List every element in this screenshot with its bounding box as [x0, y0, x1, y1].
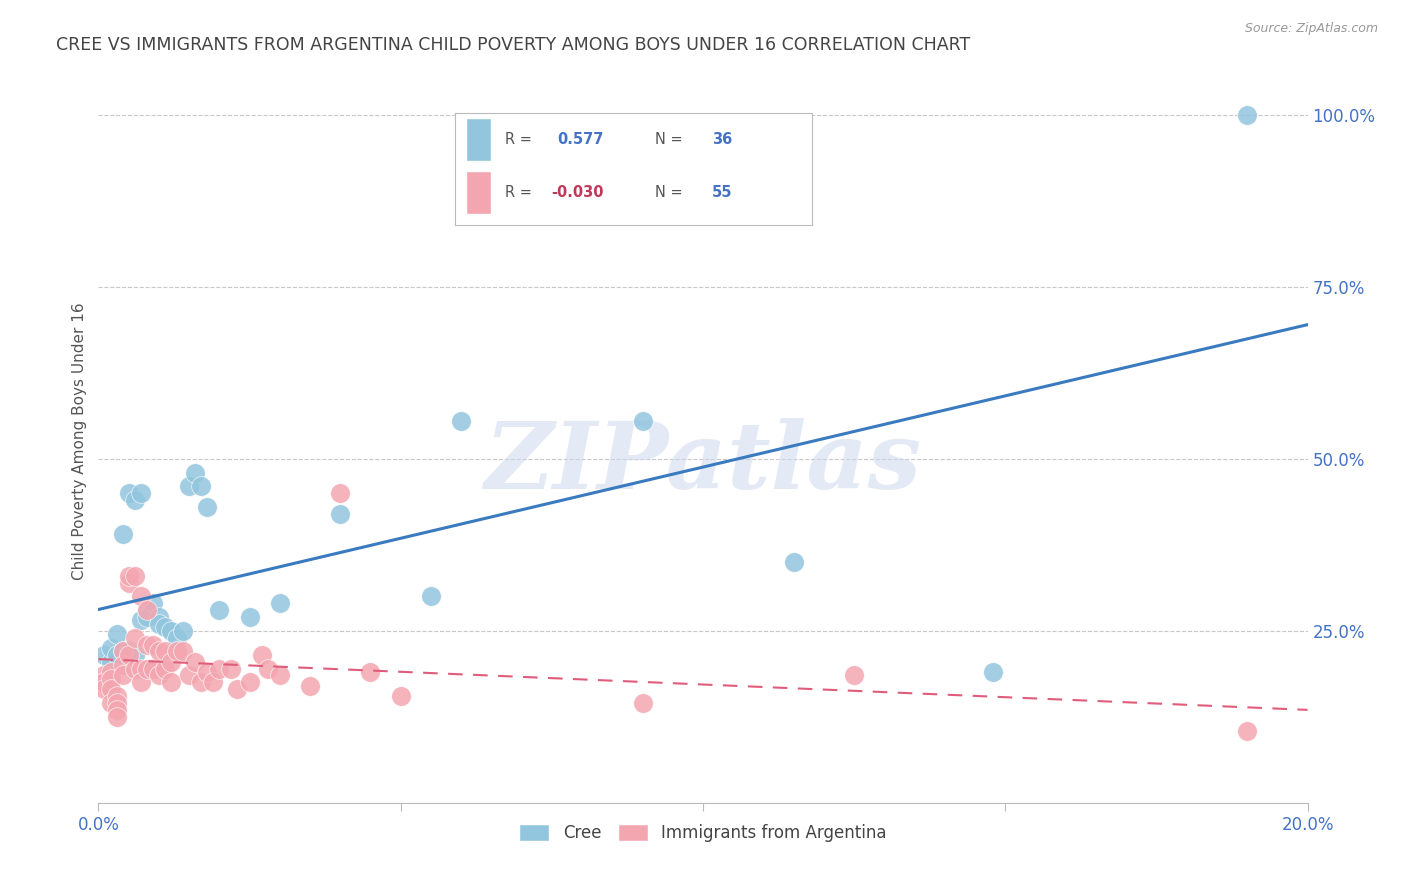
Point [239, 610, 262, 624]
Point [179, 479, 201, 493]
Point [160, 655, 183, 669]
Point [153, 620, 176, 634]
Point [129, 614, 152, 628]
Point [420, 590, 443, 604]
Point [148, 616, 170, 631]
Point [160, 675, 183, 690]
Point [129, 590, 152, 604]
Point [195, 665, 218, 679]
Point [250, 648, 273, 662]
Point [269, 596, 291, 610]
Point [118, 648, 141, 662]
Point [124, 648, 146, 662]
Point [100, 640, 122, 655]
Point [135, 610, 157, 624]
Point [129, 486, 152, 500]
Point [981, 665, 1004, 679]
Point [124, 662, 146, 676]
Point [631, 696, 654, 710]
Point [93, 648, 115, 662]
Point [184, 466, 207, 480]
Point [111, 644, 134, 658]
Point [142, 662, 165, 676]
Point [148, 668, 170, 682]
Point [195, 500, 218, 514]
Point [172, 644, 194, 658]
Point [105, 689, 128, 703]
Point [299, 679, 322, 693]
Point [148, 610, 170, 624]
Point [111, 658, 134, 673]
Point [631, 414, 654, 428]
Point [153, 662, 176, 676]
Point [221, 662, 243, 676]
Point [111, 644, 134, 658]
Point [329, 507, 352, 521]
Point [100, 672, 122, 686]
Point [208, 662, 231, 676]
Point [389, 689, 412, 703]
Point [93, 675, 115, 690]
Point [142, 596, 165, 610]
Point [179, 668, 201, 682]
Text: Source: ZipAtlas.com: Source: ZipAtlas.com [1244, 22, 1378, 36]
Point [93, 682, 115, 697]
Point [450, 414, 472, 428]
Point [118, 486, 141, 500]
Point [190, 675, 212, 690]
Point [142, 638, 165, 652]
Point [105, 710, 128, 724]
Point [1236, 108, 1258, 122]
Point [100, 665, 122, 679]
Point [124, 631, 146, 645]
Point [166, 644, 188, 658]
Point [129, 662, 152, 676]
Point [118, 568, 141, 582]
Point [135, 638, 157, 652]
Point [129, 675, 152, 690]
Point [111, 527, 134, 541]
Point [360, 665, 382, 679]
Point [135, 662, 157, 676]
Point [329, 486, 352, 500]
Point [153, 644, 176, 658]
Point [100, 696, 122, 710]
Point [269, 668, 291, 682]
Point [100, 655, 122, 669]
Point [135, 603, 157, 617]
Point [184, 655, 207, 669]
Point [226, 682, 249, 697]
Legend: Cree, Immigrants from Argentina: Cree, Immigrants from Argentina [513, 817, 893, 848]
Point [118, 644, 141, 658]
Point [239, 675, 262, 690]
Text: ZIPatlas: ZIPatlas [485, 418, 921, 508]
Point [256, 662, 278, 676]
Point [135, 603, 157, 617]
Point [105, 696, 128, 710]
Point [190, 479, 212, 493]
Point [172, 624, 194, 638]
Point [118, 575, 141, 590]
Point [124, 493, 146, 508]
Point [208, 603, 231, 617]
Point [783, 555, 806, 569]
Point [105, 648, 128, 662]
Text: CREE VS IMMIGRANTS FROM ARGENTINA CHILD POVERTY AMONG BOYS UNDER 16 CORRELATION : CREE VS IMMIGRANTS FROM ARGENTINA CHILD … [56, 36, 970, 54]
Point [111, 668, 134, 682]
Point [160, 624, 183, 638]
Point [105, 627, 128, 641]
Point [100, 682, 122, 697]
Point [202, 675, 225, 690]
Point [166, 631, 188, 645]
Point [148, 644, 170, 658]
Point [93, 668, 115, 682]
Point [105, 703, 128, 717]
Point [1236, 723, 1258, 738]
Point [844, 668, 866, 682]
Point [124, 568, 146, 582]
Y-axis label: Child Poverty Among Boys Under 16: Child Poverty Among Boys Under 16 [72, 302, 87, 581]
